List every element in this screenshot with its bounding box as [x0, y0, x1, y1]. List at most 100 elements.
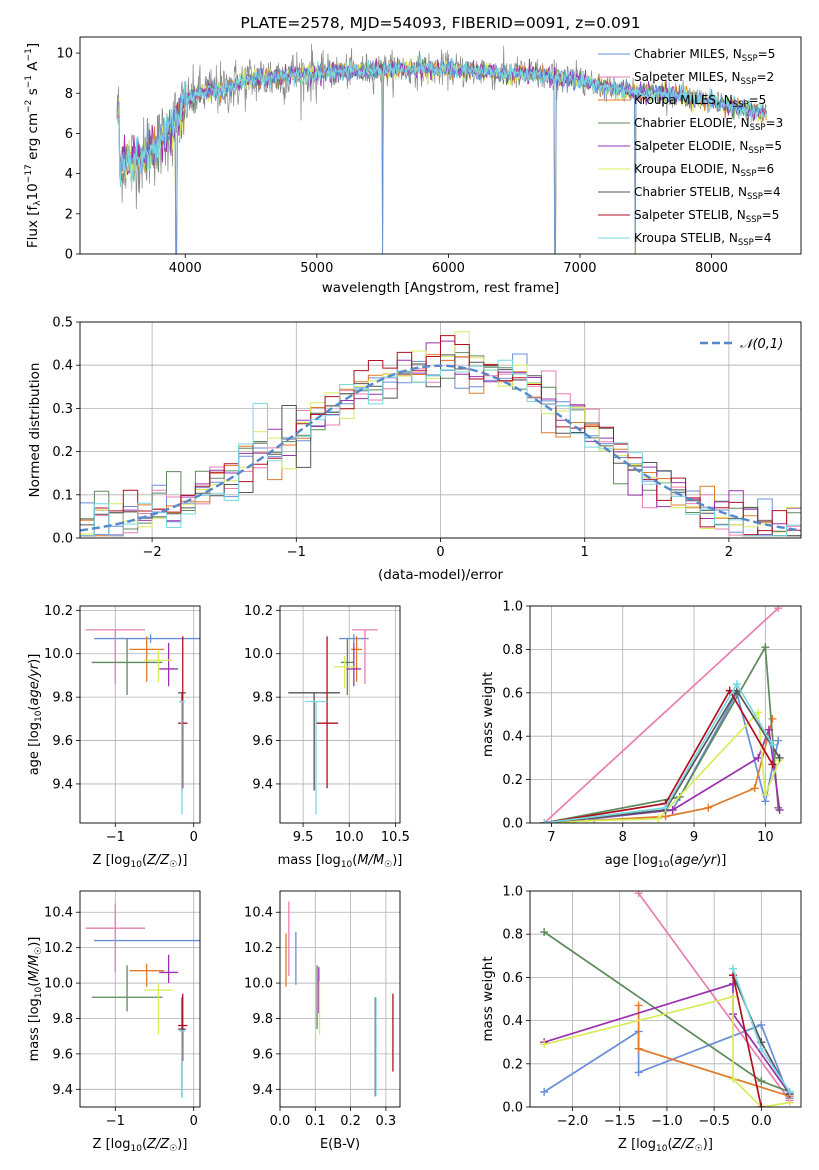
y-tick-label: 0.8	[502, 643, 523, 658]
series-marker	[757, 1103, 766, 1107]
axes-frame	[279, 605, 401, 824]
legend-name: Kroupa STELIB	[634, 231, 721, 245]
errorbar-point	[333, 655, 356, 689]
y-tick-label: 0.8	[502, 928, 523, 943]
panel-mass-vs-z: −1 0 9.4 9.6 9.8 10.0 10.2 10.4 Z [log10(Z/Z☉)] m…	[27, 890, 201, 1154]
x-tick-label: 0	[436, 545, 444, 560]
y-tick-label: 10.0	[244, 977, 273, 992]
y-tick-label: 10.0	[44, 977, 73, 992]
series-marker	[540, 1040, 549, 1049]
errorbar-point	[159, 642, 179, 687]
x-tick-label: −1	[106, 1114, 125, 1129]
x-tick-label: 10	[757, 830, 774, 845]
series-line	[544, 682, 774, 823]
x-tick-label: 9	[690, 830, 698, 845]
y-tick-label: 10.0	[244, 647, 273, 662]
panel-mass-vs-ebv: 0.0 0.1 0.2 0.3 9.4 9.6 9.8 10.0 10.2 10.4 E(B-V)	[244, 890, 401, 1152]
y-tick-label: 10.4	[44, 906, 73, 921]
x-tick-label: −2	[143, 545, 162, 560]
x-tick-label: 9.5	[293, 830, 314, 845]
axes-frame	[529, 890, 802, 1108]
legend-nssp: 6	[767, 162, 775, 176]
x-tick-label: 6000	[432, 261, 465, 276]
y-tick-label: 10.2	[44, 604, 73, 619]
series-line	[544, 644, 780, 823]
y-tick-label: 9.8	[252, 1012, 273, 1027]
y-tick-label: 0.1	[52, 488, 73, 503]
y-tick-label: 10.2	[244, 604, 273, 619]
y-axis-label: mass weight	[480, 672, 496, 757]
series-marker	[775, 805, 784, 814]
series-line	[732, 975, 763, 1107]
y-tick-label: 0.2	[52, 445, 73, 460]
chart-title: PLATE=2578, MJD=54093, FIBERID=0091, z=0…	[240, 14, 640, 32]
legend-nssp: 5	[759, 93, 767, 107]
errorbar-point	[178, 993, 188, 1061]
x-axis-label: Z [log10(Z/Z☉)]	[93, 1137, 188, 1154]
series-marker	[729, 964, 738, 973]
x-tick-label: −1	[106, 830, 125, 845]
x-tick-label: 10.0	[335, 830, 364, 845]
y-axis-label: mass weight	[480, 956, 496, 1041]
series-marker	[757, 1077, 766, 1086]
y-tick-label: 0.0	[502, 817, 523, 832]
y-axis-label: Flux [fλ10−17 erg cm−2 s−1 A−1]	[24, 43, 43, 248]
y-tick-label: 10.2	[44, 941, 73, 956]
legend-name: Chabrier MILES	[634, 47, 725, 61]
legend-label: Kroupa MILES, NSSP=5	[634, 93, 766, 110]
series-marker	[540, 819, 549, 823]
legend-nssp: 2	[767, 70, 775, 84]
y-tick-label: 9.4	[52, 777, 73, 792]
gaussian-curve	[80, 364, 801, 532]
panel-residuals: −2 −1 0 1 2 0.0 0.1 0.2 0.3 0.4 0.5 (data-model)/er…	[27, 316, 802, 583]
legend-nssp: 5	[772, 208, 780, 222]
legend-label: Kroupa STELIB, NSSP=4	[634, 231, 772, 248]
y-tick-label: 0.2	[502, 773, 523, 788]
legend-label: Salpeter ELODIE, NSSP=5	[634, 139, 782, 156]
legend-name: Salpeter STELIB	[634, 208, 729, 222]
axes-frame	[79, 605, 201, 824]
series-marker	[757, 1020, 766, 1029]
panel-age-vs-mass: 9.5 10.0 10.5 9.4 9.6 9.8 10.0 10.2 mass [log10(…	[244, 604, 410, 870]
x-tick-label: 8000	[695, 261, 728, 276]
series-marker	[768, 714, 777, 723]
legend-label: Salpeter MILES, NSSP=2	[634, 70, 774, 87]
y-tick-label: 6	[65, 127, 73, 142]
y-tick-label: 0	[65, 248, 73, 263]
spectrum-model-line	[117, 54, 767, 192]
errorbar-point	[94, 634, 200, 643]
x-tick-label: 7	[547, 830, 555, 845]
x-tick-label: 7000	[563, 261, 596, 276]
x-axis-label: mass [log10(M/M☉)]	[278, 853, 403, 870]
x-axis-label: Z [log10(Z/Z☉)]	[618, 1137, 713, 1154]
series-marker	[634, 1068, 643, 1077]
x-tick-label: −1.0	[651, 1114, 683, 1129]
y-tick-label: 9.8	[52, 1012, 73, 1027]
legend-label: Kroupa ELODIE, NSSP=6	[634, 162, 774, 179]
x-axis-label: E(B-V)	[320, 1137, 360, 1152]
legend-name: Kroupa ELODIE	[634, 162, 724, 176]
legend-nssp: 4	[764, 231, 772, 245]
legend-nssp: 5	[774, 139, 782, 153]
errorbar-point	[91, 965, 163, 1012]
axes-frame	[529, 605, 802, 824]
y-tick-label: 0.4	[502, 730, 523, 745]
panel-age-vs-z: −1 0 9.4 9.6 9.8 10.0 10.2 Z [log10(Z/Z☉)] age […	[27, 604, 201, 870]
y-tick-label: 9.4	[52, 1083, 73, 1098]
series-line	[544, 688, 774, 823]
legend-label: Chabrier STELIB, NSSP=4	[634, 185, 781, 202]
y-axis-label: Normed distribution	[27, 363, 43, 498]
series-marker	[729, 992, 738, 1001]
legend-name: Chabrier STELIB	[634, 185, 730, 199]
errorbar-point	[288, 692, 340, 791]
axes-frame	[79, 890, 201, 1108]
x-tick-label: 1	[581, 545, 589, 560]
panel-massweight-vs-z: −2.0 −1.5 −1.0 −0.5 0.0 0.0 0.2 0.4 0.6 0.8 1.0 mas…	[480, 885, 802, 1154]
y-axis-label: mass [log10(M/M☉)]	[27, 937, 44, 1062]
legend-nssp: 4	[773, 185, 781, 199]
x-axis-label: (data-model)/error	[378, 567, 504, 583]
y-tick-label: 9.6	[252, 734, 273, 749]
y-tick-label: 0.0	[502, 1101, 523, 1116]
y-tick-label: 9.8	[252, 691, 273, 706]
